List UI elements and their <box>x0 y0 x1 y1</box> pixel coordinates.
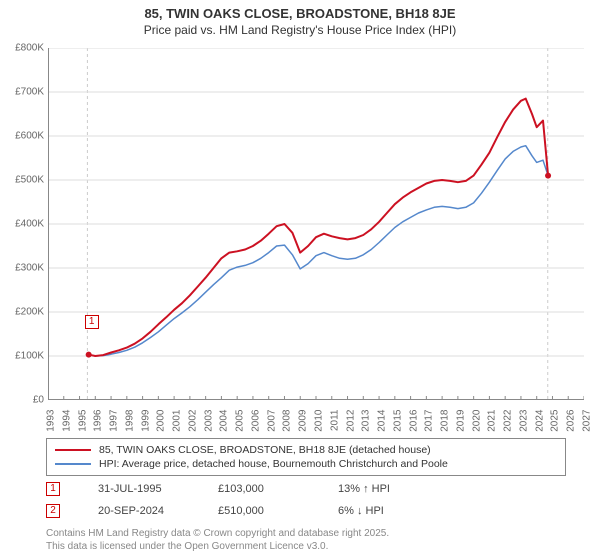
transaction-marker: 2 <box>46 504 60 518</box>
x-tick-label: 2009 <box>298 410 309 432</box>
x-tick-label: 1994 <box>61 410 72 432</box>
transaction-price: £510,000 <box>218 505 308 517</box>
transaction-delta: 13% ↑ HPI <box>338 483 428 495</box>
x-tick-label: 2001 <box>172 410 183 432</box>
x-tick-label: 2011 <box>329 410 340 432</box>
x-tick-label: 2018 <box>440 410 451 432</box>
x-tick-label: 2014 <box>377 410 388 432</box>
footer-line-1: Contains HM Land Registry data © Crown c… <box>46 528 389 541</box>
x-tick-label: 2002 <box>187 410 198 432</box>
x-tick-label: 2003 <box>203 410 214 432</box>
x-tick-label: 1997 <box>109 410 120 432</box>
x-tick-label: 1999 <box>140 410 151 432</box>
y-tick-label: £100K <box>15 351 44 362</box>
x-tick-label: 2025 <box>550 410 561 432</box>
x-tick-label: 1993 <box>46 410 57 432</box>
x-tick-label: 2023 <box>518 410 529 432</box>
x-tick-label: 1996 <box>93 410 104 432</box>
x-tick-label: 2027 <box>582 410 593 432</box>
title-main: 85, TWIN OAKS CLOSE, BROADSTONE, BH18 8J… <box>0 6 600 21</box>
x-tick-label: 2012 <box>345 410 356 432</box>
y-tick-label: £400K <box>15 219 44 230</box>
transaction-marker: 1 <box>46 482 60 496</box>
y-tick-label: £600K <box>15 131 44 142</box>
legend-swatch <box>55 449 91 451</box>
legend-box: 85, TWIN OAKS CLOSE, BROADSTONE, BH18 8J… <box>46 438 566 476</box>
x-tick-label: 2008 <box>282 410 293 432</box>
x-tick-label: 2007 <box>266 410 277 432</box>
y-tick-label: £800K <box>15 43 44 54</box>
x-tick-label: 2026 <box>566 410 577 432</box>
x-tick-label: 1995 <box>77 410 88 432</box>
title-block: 85, TWIN OAKS CLOSE, BROADSTONE, BH18 8J… <box>0 0 600 37</box>
transaction-row: 2 20-SEP-2024 £510,000 6% ↓ HPI <box>46 500 428 522</box>
title-sub: Price paid vs. HM Land Registry's House … <box>0 23 600 37</box>
transaction-date: 31-JUL-1995 <box>98 483 188 495</box>
transactions-table: 1 31-JUL-1995 £103,000 13% ↑ HPI 2 20-SEP-202… <box>46 478 428 522</box>
x-tick-label: 2010 <box>314 410 325 432</box>
legend-swatch <box>55 463 91 465</box>
x-tick-label: 2017 <box>424 410 435 432</box>
x-tick-label: 2022 <box>503 410 514 432</box>
transaction-date: 20-SEP-2024 <box>98 505 188 517</box>
legend-text: 85, TWIN OAKS CLOSE, BROADSTONE, BH18 8J… <box>99 444 431 456</box>
y-tick-label: £500K <box>15 175 44 186</box>
chart-svg <box>48 48 584 400</box>
chart-container: 85, TWIN OAKS CLOSE, BROADSTONE, BH18 8J… <box>0 0 600 560</box>
footer-line-2: This data is licensed under the Open Gov… <box>46 541 389 554</box>
legend-row: 85, TWIN OAKS CLOSE, BROADSTONE, BH18 8J… <box>55 443 557 457</box>
x-tick-label: 2024 <box>534 410 545 432</box>
x-tick-label: 2013 <box>361 410 372 432</box>
transaction-row: 1 31-JUL-1995 £103,000 13% ↑ HPI <box>46 478 428 500</box>
x-tick-label: 1998 <box>124 410 135 432</box>
x-tick-label: 2006 <box>250 410 261 432</box>
chart-area: £0£100K£200K£300K£400K£500K£600K£700K£80… <box>48 48 584 400</box>
chart-marker-1: 1 <box>85 315 99 329</box>
x-tick-label: 2019 <box>455 410 466 432</box>
x-tick-label: 2015 <box>392 410 403 432</box>
footer-note: Contains HM Land Registry data © Crown c… <box>46 528 389 553</box>
x-tick-label: 2005 <box>235 410 246 432</box>
x-tick-label: 2000 <box>156 410 167 432</box>
x-tick-label: 2021 <box>487 410 498 432</box>
y-tick-label: £200K <box>15 307 44 318</box>
y-tick-label: £700K <box>15 87 44 98</box>
legend-row: HPI: Average price, detached house, Bour… <box>55 457 557 471</box>
x-tick-label: 2020 <box>471 410 482 432</box>
legend-text: HPI: Average price, detached house, Bour… <box>99 458 448 470</box>
x-tick-label: 2016 <box>408 410 419 432</box>
transaction-price: £103,000 <box>218 483 308 495</box>
y-tick-label: £0 <box>33 395 44 406</box>
transaction-delta: 6% ↓ HPI <box>338 505 428 517</box>
y-tick-label: £300K <box>15 263 44 274</box>
x-tick-label: 2004 <box>219 410 230 432</box>
